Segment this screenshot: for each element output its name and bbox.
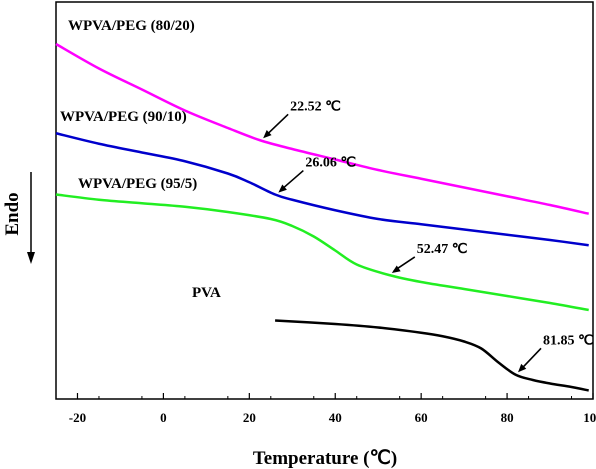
- x-axis-title: Temperature (℃): [253, 448, 397, 469]
- x-tick-label: 40: [329, 410, 342, 425]
- transition-annotations: 22.52 ℃ 26.06 ℃ 52.47 ℃ 81.85 ℃: [263, 99, 594, 373]
- x-tick-label: 100: [583, 410, 596, 425]
- annotation-label-1: 26.06 ℃: [305, 156, 356, 171]
- x-tick-label: -20: [69, 410, 86, 425]
- x-tick-label: 20: [243, 410, 256, 425]
- x-ticks: -20 0 20 40 60 80 100: [55, 393, 596, 425]
- y-axis-title: Endo: [2, 192, 23, 235]
- endo-arrow: [27, 172, 35, 264]
- series-label-2: WPVA/PEG (95/5): [78, 176, 197, 192]
- x-tick-label: 60: [415, 410, 428, 425]
- series-labels: WPVA/PEG (80/20) WPVA/PEG (90/10) WPVA/PEG…: [60, 18, 221, 301]
- annotation-arrowhead-1: [278, 184, 287, 193]
- series-lines: [55, 42, 589, 392]
- annotation-arrowhead-0: [263, 130, 272, 139]
- plot-frame: [55, 1, 594, 400]
- annotation-label-3: 81.85 ℃: [543, 333, 594, 348]
- annotation-label-2: 52.47 ℃: [417, 242, 468, 257]
- x-tick-label: 0: [160, 410, 167, 425]
- annotation-label-0: 22.52 ℃: [290, 99, 341, 114]
- x-tick-label: 80: [501, 410, 514, 425]
- series-label-1: WPVA/PEG (90/10): [60, 109, 187, 125]
- series-line-2: [55, 193, 589, 312]
- series-line-0: [55, 42, 589, 215]
- series-line-3: [275, 319, 589, 392]
- annotation-arrowhead-3: [518, 363, 527, 373]
- series-line-1: [55, 132, 589, 247]
- series-label-3: PVA: [192, 285, 221, 301]
- series-label-0: WPVA/PEG (80/20): [68, 18, 195, 34]
- annotation-arrowhead-2: [391, 265, 401, 273]
